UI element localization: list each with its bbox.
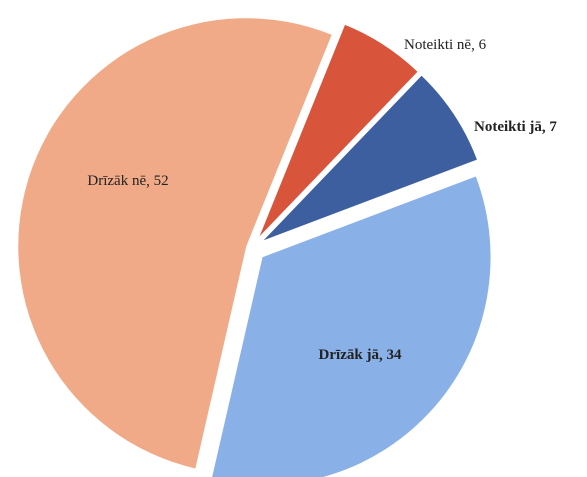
label-category: Noteikti nē xyxy=(404,37,471,53)
data-label: Noteikti jā, 7 xyxy=(474,119,557,135)
pie-slice xyxy=(18,18,332,469)
data-label: Noteikti nē, 6 xyxy=(404,37,487,53)
label-value: 6 xyxy=(479,37,487,53)
label-value: 7 xyxy=(549,119,557,135)
label-category: Noteikti jā xyxy=(474,119,542,135)
pie-slice xyxy=(263,75,477,241)
label-value: 52 xyxy=(154,173,169,189)
data-label: Drīzāk nē, 52 xyxy=(87,173,168,189)
data-label: Drīzāk jā, 34 xyxy=(319,347,402,363)
pie-slice xyxy=(259,24,418,237)
label-category: Drīzāk nē xyxy=(87,173,146,189)
label-category: Drīzāk jā xyxy=(319,347,380,363)
pie-slice xyxy=(212,176,491,477)
label-value: 34 xyxy=(386,347,402,363)
